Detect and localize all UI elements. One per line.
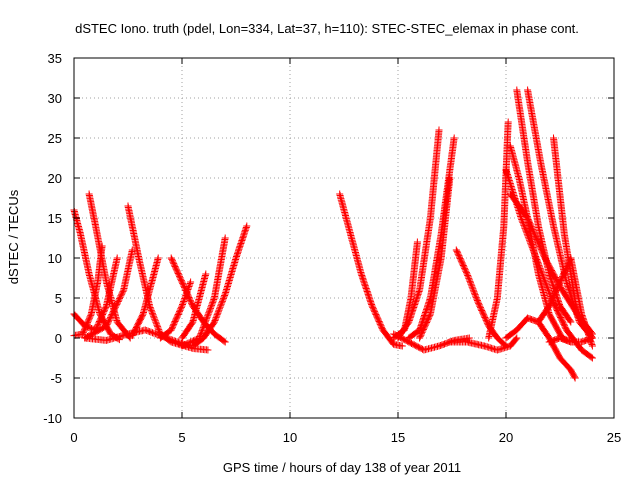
x-tick-label: 20 bbox=[499, 430, 513, 445]
y-tick-label: 0 bbox=[55, 331, 62, 346]
data-series bbox=[416, 174, 454, 342]
series-markers bbox=[446, 334, 521, 354]
series-markers bbox=[128, 254, 162, 340]
series-markers bbox=[394, 126, 443, 342]
data-points bbox=[70, 86, 596, 382]
y-tick-label: 20 bbox=[48, 171, 62, 186]
series-markers bbox=[485, 118, 512, 342]
y-tick-label: 5 bbox=[55, 291, 62, 306]
axis-ticks: 0 5 10 15 20 25 -10 -5 0 5 10 15 20 25 30 35 bbox=[43, 51, 621, 445]
y-axis-label: dSTEC / TECUs bbox=[6, 189, 21, 284]
y-tick-label: 35 bbox=[48, 51, 62, 66]
series-markers bbox=[81, 246, 136, 342]
data-series bbox=[178, 234, 229, 350]
series-markers bbox=[178, 234, 229, 350]
chart-title: dSTEC Iono. truth (pdel, Lon=334, Lat=37… bbox=[75, 21, 579, 36]
y-tick-label: 15 bbox=[48, 211, 62, 226]
data-series bbox=[178, 270, 210, 342]
data-series bbox=[156, 278, 195, 342]
data-series bbox=[336, 190, 406, 350]
data-series bbox=[189, 222, 251, 350]
x-tick-label: 15 bbox=[391, 430, 405, 445]
data-series bbox=[394, 126, 443, 342]
series-markers bbox=[178, 270, 210, 342]
data-series bbox=[128, 254, 162, 340]
data-series bbox=[81, 246, 136, 342]
series-markers bbox=[416, 174, 454, 342]
x-tick-label: 25 bbox=[607, 430, 621, 445]
x-tick-label: 10 bbox=[283, 430, 297, 445]
data-series bbox=[446, 334, 521, 354]
x-tick-label: 0 bbox=[70, 430, 77, 445]
data-series bbox=[485, 118, 512, 342]
series-markers bbox=[502, 314, 579, 382]
plot-border bbox=[73, 57, 615, 419]
series-markers bbox=[336, 190, 406, 350]
series-markers bbox=[545, 334, 596, 346]
x-tick-label: 5 bbox=[178, 430, 185, 445]
x-axis-label: GPS time / hours of day 138 of year 2011 bbox=[223, 460, 461, 475]
data-series bbox=[545, 334, 596, 346]
data-series bbox=[534, 254, 596, 350]
y-tick-label: 25 bbox=[48, 131, 62, 146]
y-tick-label: -10 bbox=[43, 411, 62, 426]
data-series bbox=[502, 314, 579, 382]
y-tick-label: 10 bbox=[48, 251, 62, 266]
series-markers bbox=[534, 254, 596, 350]
series-markers bbox=[156, 278, 195, 342]
series-markers bbox=[189, 222, 251, 350]
plot-frame bbox=[73, 57, 615, 419]
y-tick-label: 30 bbox=[48, 91, 62, 106]
y-tick-label: -5 bbox=[50, 371, 62, 386]
